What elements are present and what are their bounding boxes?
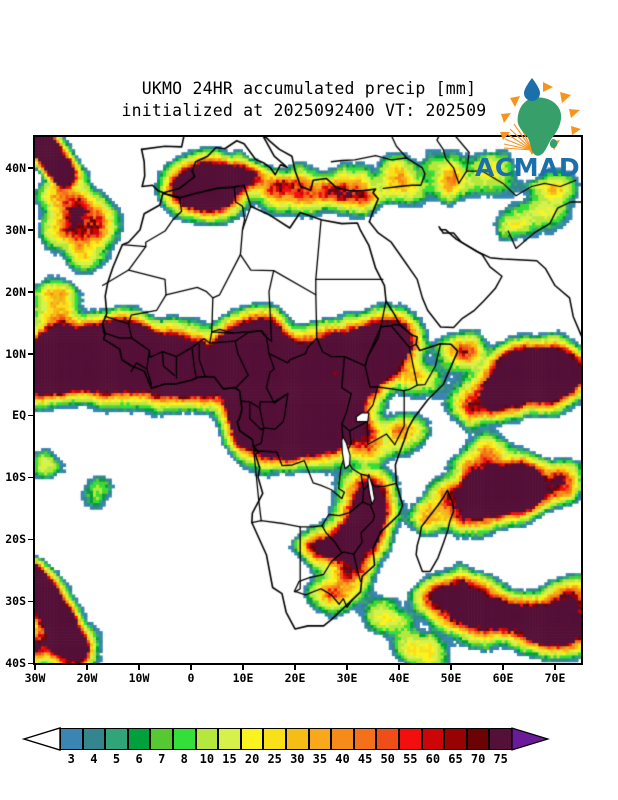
- colorbar-tick-label: 30: [290, 752, 305, 766]
- y-tick-mark: [28, 538, 33, 541]
- colorbar-tick-label: 10: [199, 752, 215, 766]
- x-tick-mark: [450, 665, 452, 670]
- colorbar[interactable]: 3 4 5 6 7 8 10 15 20 25 30 35 40 45 50 55 60 65 70 75: [0, 726, 618, 786]
- y-tick-mark: [28, 662, 33, 664]
- colorbar-swatch: [398, 728, 422, 750]
- x-tick-mark: [242, 665, 244, 670]
- y-tick-label: 40S: [5, 656, 26, 670]
- colorbar-tick-label: 70: [470, 752, 486, 766]
- colorbar-tick-label: 6: [135, 752, 143, 766]
- y-tick-mark: [28, 476, 33, 479]
- colorbar-swatch: [150, 728, 173, 750]
- colorbar-tick-label: 60: [425, 752, 441, 766]
- colorbar-over-arrow: [511, 727, 550, 751]
- x-tick-mark: [34, 665, 36, 670]
- colorbar-tick-label: 3: [67, 752, 75, 766]
- colorbar-tick-label: 35: [312, 752, 328, 766]
- colorbar-tick-label: 55: [403, 752, 418, 766]
- colorbar-swatch: [105, 728, 128, 750]
- colorbar-swatch: [285, 728, 309, 750]
- colorbar-swatch: [376, 728, 399, 750]
- colorbar-tick-label: 5: [112, 752, 121, 766]
- x-tick-mark: [138, 665, 140, 670]
- x-tick-mark: [86, 665, 88, 670]
- x-tick-label: 20W: [76, 671, 98, 685]
- logo-wordmark: ACMAD: [475, 153, 580, 181]
- x-tick-mark: [346, 665, 348, 670]
- colorbar-tick-label: 65: [448, 752, 463, 766]
- y-tick-label: 10S: [5, 470, 26, 485]
- colorbar-tick-label: 7: [158, 752, 166, 766]
- y-tick-mark: [28, 414, 33, 417]
- colorbar-swatch: [218, 728, 241, 750]
- colorbar-tick-label: 4: [90, 752, 98, 766]
- x-tick-label: 20E: [284, 671, 306, 685]
- colorbar-tick-label: 45: [357, 752, 373, 766]
- page-title: UKMO 24HR accumulated precip [mm]: [141, 79, 477, 98]
- colorbar-tick-label: 40: [335, 752, 350, 766]
- x-tick-label: 60E: [492, 671, 514, 685]
- y-tick-label: EQ: [12, 408, 26, 423]
- colorbar-tick-label: 25: [267, 752, 282, 766]
- precipitation-map[interactable]: [33, 135, 583, 665]
- x-tick-label: 50E: [440, 671, 462, 685]
- colorbar-tick-label: 75: [493, 752, 508, 766]
- colorbar-under-arrow: [22, 727, 61, 751]
- colorbar-swatch: [195, 728, 219, 750]
- x-tick-mark: [190, 665, 192, 670]
- x-tick-label: 70E: [544, 671, 566, 685]
- colorbar-tick-label: 20: [244, 752, 260, 766]
- x-tick-label: 30W: [24, 671, 46, 685]
- colorbar-swatches: [60, 728, 512, 750]
- colorbar-swatch: [308, 728, 332, 750]
- y-tick-label: 30N: [5, 222, 26, 237]
- colorbar-swatch: [331, 728, 354, 750]
- y-tick-label: 20S: [5, 532, 26, 547]
- precipitation-raster: [35, 137, 581, 663]
- x-tick-label: 10E: [232, 671, 254, 685]
- colorbar-tick-label: 50: [380, 752, 395, 766]
- x-tick-label: 10W: [128, 671, 150, 685]
- y-tick-mark: [28, 229, 33, 231]
- logo-droplet-icon: [524, 78, 540, 101]
- colorbar-tick-label: 8: [180, 752, 188, 766]
- colorbar-swatch: [127, 728, 151, 750]
- x-tick-label: 30E: [336, 671, 358, 685]
- colorbar-tick-label: 15: [222, 752, 237, 766]
- y-tick-label: 40N: [5, 160, 26, 175]
- x-tick-mark: [502, 665, 504, 670]
- colorbar-swatch: [444, 728, 467, 750]
- colorbar-swatch: [172, 728, 196, 750]
- x-tick-mark: [294, 665, 296, 670]
- chart-title-block: UKMO 24HR accumulated precip [mm] initia…: [0, 78, 618, 122]
- x-tick-mark: [398, 665, 400, 670]
- colorbar-swatch: [353, 728, 377, 750]
- x-tick-label: 40E: [388, 671, 410, 685]
- y-tick-mark: [28, 291, 33, 293]
- colorbar-swatch: [421, 728, 445, 750]
- chart-subtitle: initialized at 2025092400 VT: 202509: [121, 101, 497, 120]
- colorbar-swatch: [240, 728, 264, 750]
- y-tick-mark: [28, 600, 33, 603]
- logo-africa-shape: [517, 97, 562, 156]
- acmad-logo: ACMAD: [470, 76, 590, 181]
- colorbar-swatch: [466, 728, 490, 750]
- colorbar-swatch: [60, 728, 83, 750]
- y-tick-label: 10N: [5, 346, 26, 361]
- y-tick-label: 30S: [5, 594, 26, 609]
- colorbar-swatch: [263, 728, 286, 750]
- colorbar-swatch: [82, 728, 106, 750]
- colorbar-swatch: [489, 728, 512, 750]
- y-tick-mark: [28, 167, 33, 169]
- y-tick-mark: [28, 353, 33, 355]
- y-tick-label: 20N: [5, 284, 26, 299]
- x-tick-label: 0: [187, 671, 195, 685]
- x-tick-mark: [554, 665, 556, 670]
